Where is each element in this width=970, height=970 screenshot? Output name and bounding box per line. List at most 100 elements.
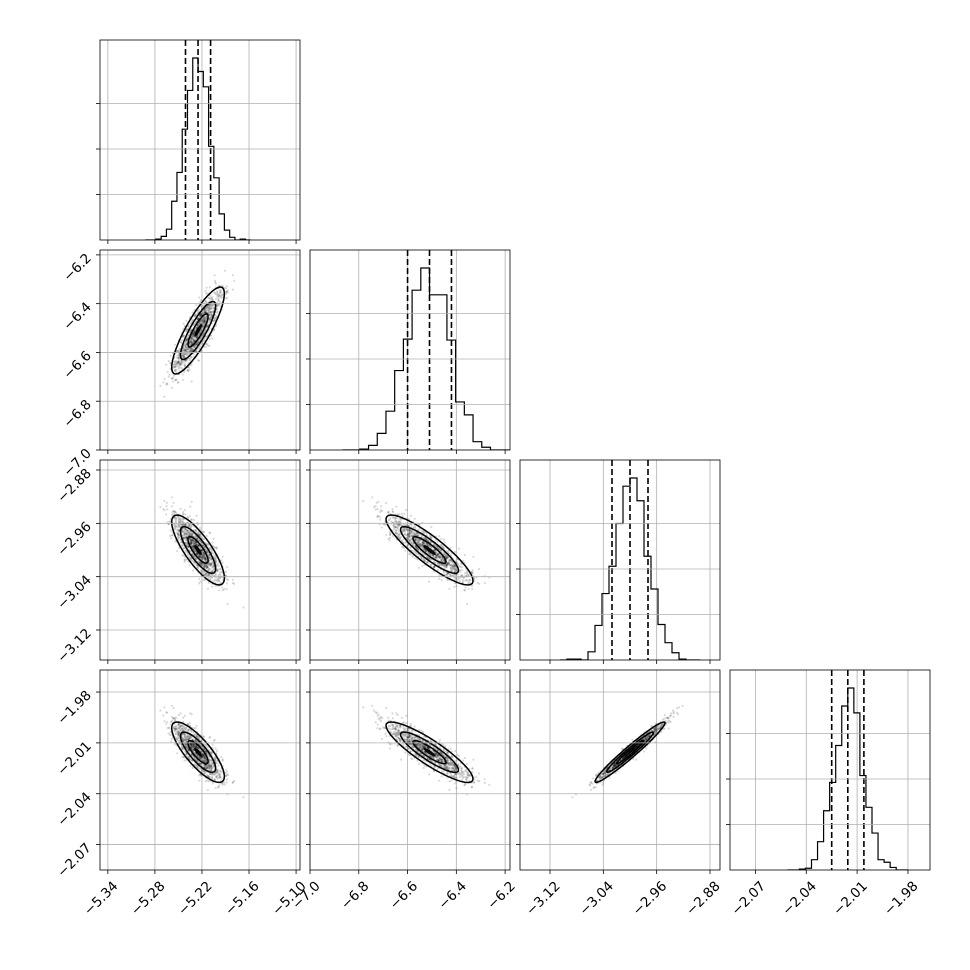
sample-point	[185, 752, 188, 755]
sample-point	[184, 348, 187, 352]
sample-point	[199, 756, 202, 759]
contour-level-1	[179, 731, 217, 774]
sample-point	[173, 525, 176, 528]
sample-point	[434, 561, 437, 564]
sample-point	[404, 527, 407, 530]
sample-point	[449, 559, 452, 562]
sample-point	[192, 544, 195, 547]
sample-point	[171, 511, 174, 514]
sample-point	[209, 299, 212, 302]
sample-point	[188, 524, 191, 527]
sample-point	[176, 731, 179, 734]
sample-point	[190, 347, 193, 350]
sample-point	[194, 336, 197, 339]
sample-point	[192, 745, 195, 748]
sample-point	[417, 528, 421, 531]
sample-point	[211, 570, 214, 573]
sample-point	[415, 546, 418, 550]
sample-point	[187, 737, 190, 740]
sample-point	[176, 529, 179, 532]
sample-point	[182, 739, 185, 743]
sample-point	[195, 303, 198, 306]
sample-point	[401, 546, 404, 549]
sample-point	[200, 756, 203, 760]
sample-point	[203, 557, 206, 560]
sample-point	[442, 558, 445, 561]
sample-point	[199, 314, 202, 317]
sample-point	[208, 562, 211, 565]
sample-point	[167, 726, 170, 729]
sample-point	[170, 496, 173, 499]
sample-point	[435, 553, 438, 556]
sample-point	[471, 588, 474, 591]
sample-point	[180, 367, 183, 370]
sample-point	[172, 366, 175, 369]
sample-point	[422, 558, 425, 561]
sample-point	[208, 318, 212, 321]
sample-point	[189, 505, 192, 508]
sample-point	[185, 330, 188, 333]
sample-point	[189, 357, 192, 360]
sample-point	[418, 523, 421, 526]
sample-point	[218, 571, 221, 574]
sample-point	[208, 767, 211, 770]
sample-point	[207, 581, 210, 584]
sample-point	[202, 557, 205, 561]
sample-point	[403, 529, 406, 532]
sample-point	[181, 349, 184, 352]
sample-point	[192, 743, 195, 747]
sample-point	[194, 746, 197, 749]
sample-point	[180, 361, 183, 364]
sample-point	[174, 727, 177, 731]
sample-point	[438, 535, 441, 538]
sample-point	[440, 563, 443, 567]
sample-point	[193, 763, 196, 766]
sample-point	[206, 767, 209, 770]
sample-point	[193, 757, 196, 760]
sample-point	[381, 510, 384, 513]
sample-point	[213, 318, 216, 322]
sample-point	[208, 765, 211, 769]
sample-point	[195, 514, 198, 517]
sample-point	[401, 530, 404, 533]
sample-point	[203, 754, 206, 758]
sample-point	[410, 540, 413, 543]
sample-point	[198, 544, 201, 548]
sample-point	[187, 325, 190, 328]
sample-point	[445, 564, 448, 567]
sample-point	[195, 536, 198, 539]
sample-point	[204, 573, 207, 576]
sample-point	[183, 530, 186, 534]
sample-point	[453, 564, 456, 567]
sample-point	[440, 564, 443, 567]
sample-point	[423, 541, 426, 544]
sample-point	[218, 577, 221, 580]
sample-point	[166, 371, 169, 374]
sample-point	[202, 564, 205, 568]
sample-point	[219, 289, 222, 292]
sample-point	[201, 555, 204, 558]
sample-point	[199, 757, 202, 761]
sample-point	[193, 345, 197, 348]
sample-point	[462, 559, 465, 563]
sample-point	[190, 753, 193, 756]
sample-point	[183, 739, 186, 742]
sample-point	[435, 556, 438, 559]
sample-point	[406, 524, 409, 527]
sample-point	[219, 294, 222, 297]
sample-point	[184, 531, 187, 534]
sample-point	[200, 556, 203, 560]
sample-point	[184, 536, 187, 539]
sample-point	[398, 536, 402, 539]
sample-point	[201, 318, 204, 321]
sample-point	[205, 325, 208, 328]
sample-point	[456, 578, 459, 581]
sample-point	[204, 557, 208, 560]
sample-point	[439, 556, 442, 559]
sample-point	[421, 541, 424, 544]
sample-point	[174, 523, 178, 526]
sample-point	[185, 738, 188, 741]
sample-point	[203, 756, 206, 759]
sample-point	[190, 544, 193, 547]
sample-point	[190, 531, 193, 534]
